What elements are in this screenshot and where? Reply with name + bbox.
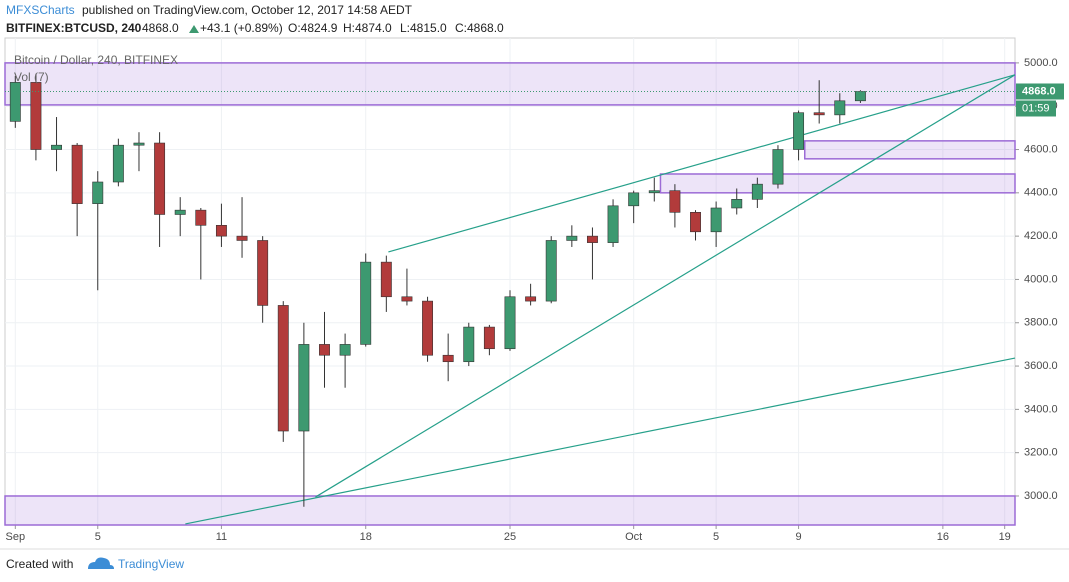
- trendline: [315, 74, 1016, 498]
- candle-body: [772, 149, 784, 185]
- candle-body: [854, 91, 866, 102]
- candle-body: [277, 305, 289, 432]
- x-tick-label: 5: [713, 531, 719, 543]
- x-tick-label: 19: [999, 531, 1011, 543]
- y-tick-label: 3800.0: [1024, 317, 1058, 329]
- candle-body: [9, 82, 21, 122]
- x-tick-label: 11: [216, 531, 227, 543]
- author[interactable]: MFXSCharts: [6, 3, 75, 17]
- candle-body: [112, 144, 124, 183]
- candle-body: [545, 240, 557, 302]
- y-tick-label: 3000.0: [1024, 490, 1058, 502]
- y-tick-label: 4600.0: [1024, 143, 1058, 155]
- candle-body: [813, 112, 825, 116]
- low: L:4815.0: [400, 21, 447, 35]
- zone: [4, 62, 1016, 106]
- x-tick-label: 16: [937, 531, 949, 543]
- candle-body: [339, 344, 351, 356]
- candle-body: [30, 82, 42, 150]
- candle-body: [586, 235, 598, 243]
- candle-body: [525, 296, 537, 302]
- countdown-box: [1016, 100, 1056, 117]
- zone: [4, 495, 1016, 526]
- candle-body: [92, 181, 104, 204]
- high: H:4874.0: [343, 21, 392, 35]
- symbol: BITFINEX:BTCUSD, 240: [6, 21, 142, 35]
- candle-body: [751, 183, 763, 200]
- chart-title: Bitcoin / Dollar, 240, BITFINEX: [14, 53, 178, 67]
- y-tick-label: 3400.0: [1024, 403, 1058, 415]
- candle-body: [731, 199, 743, 209]
- published: published on TradingView.com, October 12…: [82, 3, 413, 17]
- zone: [804, 140, 1016, 160]
- candle-body: [483, 326, 495, 350]
- x-tick-label: 25: [504, 531, 516, 543]
- zone: [659, 173, 1016, 194]
- candle-body: [319, 344, 330, 356]
- last-price: 4868.0: [142, 21, 179, 35]
- candle-body: [422, 300, 434, 356]
- candle-body: [669, 190, 681, 213]
- candle-body: [607, 205, 619, 243]
- y-tick-label: 4000.0: [1024, 273, 1058, 285]
- candle-body: [380, 261, 392, 298]
- trendline: [185, 357, 1016, 525]
- close: C:4868.0: [455, 21, 504, 35]
- candle-body: [298, 344, 310, 432]
- open: O:4824.9: [288, 21, 338, 35]
- y-tick-label: 3600.0: [1024, 360, 1058, 372]
- candle-body: [174, 209, 186, 215]
- x-tick-label: 18: [360, 531, 372, 543]
- y-tick-label: 5000.0: [1024, 57, 1058, 69]
- x-tick-label: 9: [796, 531, 802, 543]
- candle-body: [360, 261, 372, 345]
- logo: [88, 557, 114, 569]
- brand[interactable]: TradingView: [118, 557, 184, 571]
- candle-body: [628, 192, 640, 207]
- x-tick-label: Oct: [625, 531, 642, 543]
- candle-body: [195, 209, 207, 226]
- candle-body: [236, 235, 248, 241]
- candle-body: [793, 112, 805, 150]
- price-box: [1016, 83, 1064, 100]
- candle-body: [257, 240, 269, 306]
- countdown: 01:59: [1022, 102, 1050, 114]
- candle-body: [566, 235, 578, 241]
- trendline: [388, 74, 1016, 253]
- candle-body: [154, 142, 166, 215]
- candle-body: [215, 225, 227, 237]
- candle-body: [648, 190, 660, 194]
- y-tick-label: 4200.0: [1024, 230, 1058, 242]
- candle-body: [690, 212, 701, 233]
- candle-body: [710, 207, 722, 233]
- x-tick-label: Sep: [6, 531, 26, 543]
- candle-body: [834, 100, 846, 116]
- candle-body: [71, 144, 83, 204]
- price-label: 4868.0: [1022, 85, 1056, 97]
- y-tick-label: 3200.0: [1024, 447, 1058, 459]
- candle-body: [51, 144, 62, 150]
- candle-body: [463, 326, 475, 363]
- candle-body: [442, 354, 454, 363]
- change: +43.1 (+0.89%): [200, 21, 283, 35]
- candle-body: [504, 296, 516, 350]
- indicator: Vol (7): [14, 70, 49, 84]
- candle-body: [133, 142, 145, 146]
- x-tick-label: 5: [95, 531, 101, 543]
- plot: 3000.0 3200.0 3400.0 3600.0 3800.0 4000.0 4200…: [4, 37, 1064, 543]
- candle-body: [401, 296, 413, 302]
- up-arrow: [189, 25, 199, 33]
- created-with: Created with: [6, 557, 73, 571]
- y-tick-label: 4400.0: [1024, 187, 1058, 199]
